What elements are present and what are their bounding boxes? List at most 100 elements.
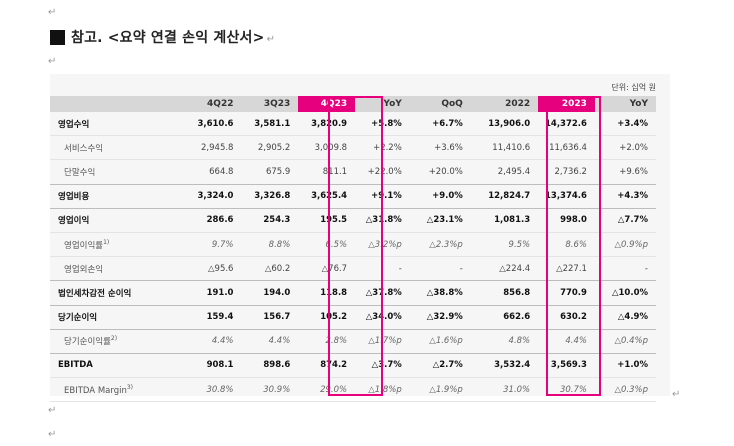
table-cell: △95.6 bbox=[176, 256, 242, 282]
table-cell: 4.4% bbox=[538, 329, 595, 354]
table-cell: 3,581.1 bbox=[241, 112, 299, 137]
table-cell: △31.8% bbox=[355, 208, 410, 233]
table-cell: 8.8% bbox=[241, 232, 299, 258]
table-cell: 4.4% bbox=[176, 329, 242, 354]
table-cell: 3,610.6 bbox=[176, 112, 242, 137]
table-cell: 2.8% bbox=[298, 329, 356, 354]
table-cell: +2.2% bbox=[355, 135, 410, 161]
paragraph-mark: ↵ bbox=[48, 429, 57, 440]
table-cell: 9.7% bbox=[176, 232, 242, 258]
row-label: 당기순이익 bbox=[50, 305, 177, 330]
table-row: 법인세차감전 순이익 191.0 194.0 118.8 △37.8% △38.8% 856… bbox=[50, 280, 656, 306]
table-cell: 898.6 bbox=[241, 353, 299, 379]
table-cell: △1.8%p bbox=[355, 377, 410, 403]
table-cell: 13,906.0 bbox=[470, 112, 539, 137]
paragraph-mark: ↵ bbox=[48, 7, 57, 18]
table-cell: 3,326.8 bbox=[241, 184, 299, 209]
row-label: 서비스수익 bbox=[50, 135, 177, 161]
table-cell: +22.0% bbox=[355, 159, 410, 185]
table-cell: 998.0 bbox=[538, 208, 595, 233]
table-cell: △10.0% bbox=[594, 280, 656, 306]
table-cell: 811.1 bbox=[298, 159, 356, 185]
table-cell: 8.6% bbox=[538, 232, 595, 258]
table-cell: 6.5% bbox=[298, 232, 356, 258]
row-label: 단말수익 bbox=[50, 159, 177, 185]
table-cell: +9.1% bbox=[355, 184, 410, 209]
table-cell: 874.2 bbox=[298, 353, 356, 379]
footnote-marker: 2) bbox=[110, 335, 118, 343]
unit-label: 단위: 십억 원 bbox=[611, 83, 656, 92]
table-cell: +5.8% bbox=[355, 112, 410, 137]
table-cell: △2.7% bbox=[409, 353, 471, 379]
table-cell: +9.0% bbox=[409, 184, 471, 209]
table-row: 당기순이익률2) 4.4% 4.4% 2.8% △1.7%p △1.6%p 4.8% 4.4%… bbox=[50, 329, 656, 354]
column-header: 3Q23 bbox=[241, 96, 299, 112]
table-row: 단말수익 664.8 675.9 811.1 +22.0% +20.0% 2,495.4 2,… bbox=[50, 159, 656, 185]
table-cell: +6.7% bbox=[409, 112, 471, 137]
heading-text: 참고. <요약 연결 손익 계산서> ↵ bbox=[71, 30, 276, 46]
table-row: EBITDA Margin3) 30.8% 30.9% 29.0% △1.8%p △1.9… bbox=[50, 377, 656, 403]
row-label: 영업이익률1) bbox=[50, 232, 177, 258]
column-header bbox=[50, 96, 177, 112]
black-square-icon bbox=[50, 29, 65, 45]
table-cell: 159.4 bbox=[176, 305, 242, 330]
table-cell: 675.9 bbox=[241, 159, 299, 185]
table-cell: 30.9% bbox=[241, 377, 299, 403]
paragraph-mark: ↵ bbox=[672, 389, 681, 400]
table-cell: △23.1% bbox=[409, 208, 471, 233]
table-cell: - bbox=[594, 256, 656, 282]
table-cell: △0.4%p bbox=[594, 329, 656, 354]
table-cell: △76.7 bbox=[298, 256, 356, 282]
row-label: 영업이익 bbox=[50, 208, 177, 233]
table-cell: △0.9%p bbox=[594, 232, 656, 258]
table-cell: 4.8% bbox=[470, 329, 539, 354]
footnote-marker: 1) bbox=[103, 238, 110, 246]
table-cell: 4.4% bbox=[241, 329, 299, 354]
column-header: 2022 bbox=[470, 96, 539, 112]
table-cell: △3.2%p bbox=[355, 232, 410, 258]
table-cell: 156.7 bbox=[241, 305, 299, 330]
table-cell: 1,081.3 bbox=[470, 208, 539, 233]
table-cell: +1.0% bbox=[594, 353, 656, 379]
income-statement-panel: 단위: 십억 원 4Q22 3Q23 4Q23 YoY QoQ 2022 202… bbox=[50, 74, 670, 403]
table-cell: 194.0 bbox=[241, 280, 299, 306]
table-row: 영업이익률1) 9.7% 8.8% 6.5% △3.2%p △2.3%p 9.5% 8.6% △… bbox=[50, 232, 656, 258]
table-cell: 118.8 bbox=[298, 280, 356, 306]
column-header-highlight: 4Q23 bbox=[298, 96, 356, 112]
table-cell: △1.9%p bbox=[409, 377, 471, 403]
table-cell: 908.1 bbox=[176, 353, 242, 379]
table-cell: +3.6% bbox=[409, 135, 471, 161]
table-cell: 30.8% bbox=[176, 377, 242, 403]
table-cell: 3,532.4 bbox=[470, 353, 539, 379]
table-row: 서비스수익 2,945.8 2,905.2 3,009.8 +2.2% +3.6% 11,4… bbox=[50, 135, 656, 161]
table-cell: 3,324.0 bbox=[176, 184, 242, 209]
table-cell: +3.4% bbox=[594, 112, 656, 137]
table-cell: 662.6 bbox=[470, 305, 539, 330]
table-cell: +4.3% bbox=[594, 184, 656, 209]
table-cell: △4.9% bbox=[594, 305, 656, 330]
column-header: YoY bbox=[594, 96, 656, 112]
table-cell: △32.9% bbox=[409, 305, 471, 330]
table-cell: △0.3%p bbox=[594, 377, 656, 403]
row-label: EBITDA bbox=[50, 353, 177, 379]
table-row: 영업외손익 △95.6 △60.2 △76.7- - △224.4 △227.1- bbox=[50, 256, 656, 282]
table-row: 영업이익 286.6 254.3 195.5 △31.8% △23.1% 1,081.3 99… bbox=[50, 208, 656, 233]
table-cell: 2,495.4 bbox=[470, 159, 539, 185]
row-label: 당기순이익률2) bbox=[50, 329, 177, 354]
income-statement-table: 4Q22 3Q23 4Q23 YoY QoQ 2022 2023 YoY 영업수… bbox=[50, 96, 656, 403]
table-cell: 286.6 bbox=[176, 208, 242, 233]
table-cell: 11,636.4 bbox=[538, 135, 595, 161]
header-row: 4Q22 3Q23 4Q23 YoY QoQ 2022 2023 YoY bbox=[50, 96, 656, 112]
row-label: 법인세차감전 순이익 bbox=[50, 280, 177, 306]
table-cell: △1.6%p bbox=[409, 329, 471, 354]
table-cell: 3,569.3 bbox=[538, 353, 595, 379]
table-cell: △7.7% bbox=[594, 208, 656, 233]
table-body: 영업수익 3,610.6 3,581.1 3,820.9 +5.8% +6.7% 13,90… bbox=[50, 112, 656, 403]
column-header: 4Q22 bbox=[176, 96, 242, 112]
table-cell: 191.0 bbox=[176, 280, 242, 306]
table-cell: △224.4 bbox=[470, 256, 539, 282]
table-cell: △3.7% bbox=[355, 353, 410, 379]
column-header: YoY bbox=[355, 96, 410, 112]
column-header: QoQ bbox=[409, 96, 471, 112]
row-label: 영업외손익 bbox=[50, 256, 177, 282]
